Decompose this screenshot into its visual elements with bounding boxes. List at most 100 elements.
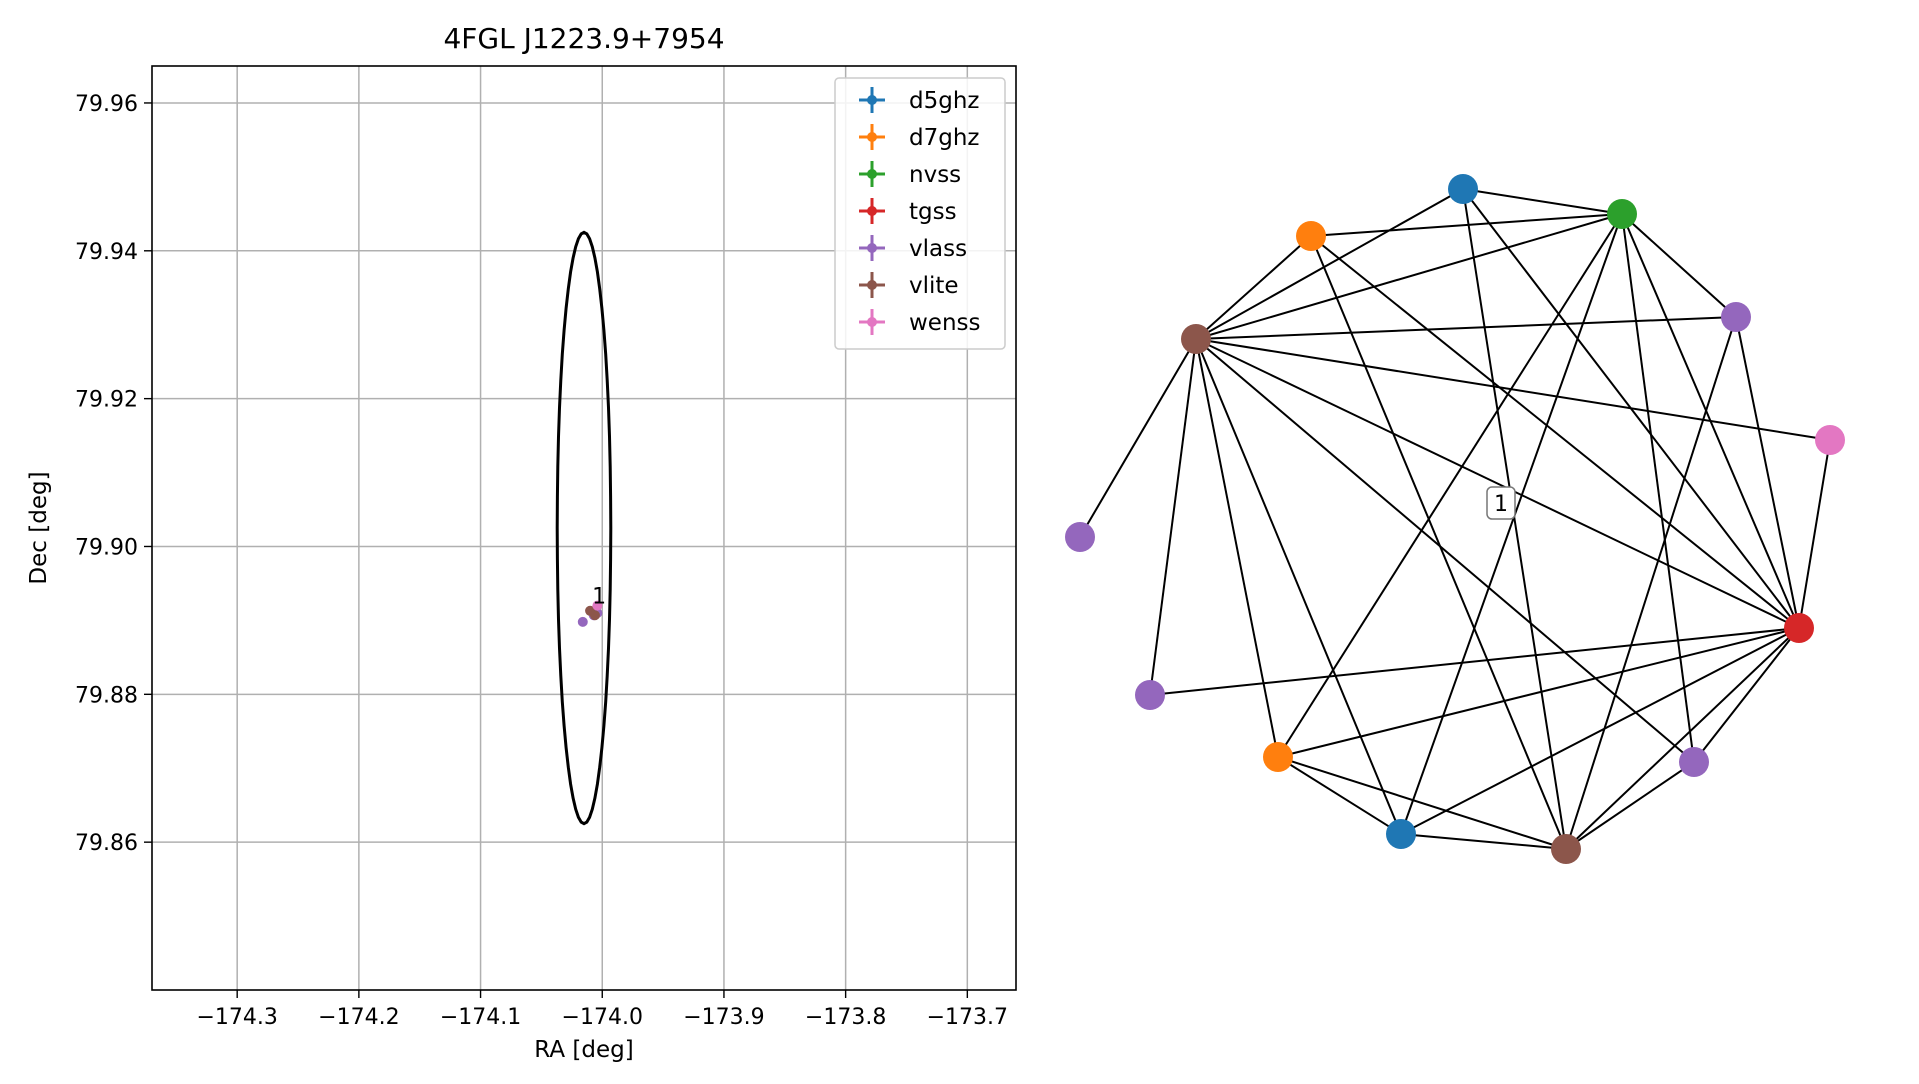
x-tick-label: −174.3 (196, 1005, 277, 1030)
legend-label: vlite (909, 273, 959, 299)
graph-edge (1195, 338, 1831, 441)
graph-edge (1565, 627, 1800, 850)
graph-edge (1310, 235, 1800, 629)
graph-node (1065, 522, 1095, 552)
legend-marker-dot (867, 206, 877, 216)
graph-node (1679, 747, 1709, 777)
localization-circle (555, 230, 613, 826)
graph-edge (1400, 833, 1567, 850)
graph-nodes (1065, 174, 1845, 864)
graph-edge (1195, 316, 1737, 340)
graph-node (1607, 199, 1637, 229)
legend-label: d5ghz (909, 88, 979, 114)
x-axis-ticks: −174.3 −174.2 −174.1 −174.0 −173.9 −173.8 −173… (196, 990, 1008, 1030)
graph-edge (1621, 213, 1737, 318)
legend-entry-vlass: vlass (859, 235, 967, 262)
graph-edge (1195, 338, 1279, 758)
y-tick-label: 79.94 (75, 240, 138, 265)
legend: d5ghz d7ghz nvss tgss vlass vlite wenss (834, 77, 1006, 350)
y-tick-label: 79.90 (75, 535, 138, 560)
graph-edge (1277, 627, 1800, 758)
plot-frame (151, 65, 1017, 991)
graph-edge (1621, 213, 1695, 763)
graph-edge (1195, 235, 1312, 340)
graph-edge (1195, 338, 1402, 835)
x-tick-label: −173.8 (805, 1005, 886, 1030)
x-axis-label: RA [deg] (534, 1037, 633, 1063)
graph-node (1815, 425, 1845, 455)
legend-box (834, 77, 1006, 350)
legend-entry-d7ghz: d7ghz (859, 124, 979, 151)
graph-edge (1310, 235, 1567, 850)
x-tick-label: −173.7 (927, 1005, 1008, 1030)
y-axis-ticks: 79.86 79.88 79.90 79.92 79.94 79.96 (75, 92, 152, 856)
y-tick-label: 79.88 (75, 683, 138, 708)
x-tick-label: −174.2 (318, 1005, 399, 1030)
legend-marker-dot (867, 132, 877, 142)
graph-edge (1195, 188, 1464, 340)
x-tick-label: −174.0 (562, 1005, 643, 1030)
graph-node (1263, 742, 1293, 772)
legend-label: nvss (909, 162, 961, 188)
y-tick-label: 79.92 (75, 388, 138, 413)
graph-label-box (1486, 486, 1516, 520)
point-wenss (592, 600, 603, 611)
network-panel: 1 (1065, 174, 1845, 864)
legend-marker-dot (867, 280, 877, 290)
graph-edge (1079, 338, 1197, 538)
graph-edge (1400, 627, 1800, 835)
legend-marker-dot (867, 95, 877, 105)
legend-entry-nvss: nvss (859, 161, 961, 188)
graph-node (1551, 834, 1581, 864)
graph-edge (1462, 188, 1567, 850)
graph-label-text: 1 (1494, 492, 1508, 517)
graph-node (1448, 174, 1478, 204)
graph-label: 1 (1486, 486, 1516, 520)
graph-edge (1400, 213, 1623, 835)
graph-edge (1277, 756, 1567, 850)
graph-node (1296, 221, 1326, 251)
legend-entry-d5ghz: d5ghz (859, 87, 979, 114)
legend-entry-vlite: vlite (859, 272, 959, 299)
legend-marker-dot (867, 243, 877, 253)
legend-label: vlass (909, 236, 967, 262)
y-axis-label: Dec [deg] (26, 471, 52, 584)
graph-edge (1195, 338, 1800, 629)
legend-entry-tgss: tgss (859, 198, 957, 225)
graph-edge (1735, 316, 1800, 629)
source-annotation: 1 (592, 584, 606, 609)
graph-node (1386, 819, 1416, 849)
legend-marker-dot (867, 317, 877, 327)
legend-marker-dot (867, 169, 877, 179)
graph-node (1135, 680, 1165, 710)
graph-edge (1195, 338, 1695, 763)
legend-entry-wenss: wenss (859, 309, 981, 336)
legend-label: wenss (909, 310, 981, 336)
graph-edge (1277, 756, 1402, 835)
graph-edge (1565, 316, 1737, 850)
graph-edges (1079, 188, 1831, 850)
legend-label: tgss (909, 199, 957, 225)
graph-node (1181, 324, 1211, 354)
graph-edge (1149, 627, 1800, 696)
graph-node (1784, 613, 1814, 643)
graph-edge (1195, 213, 1623, 340)
graph-edge (1310, 213, 1623, 237)
x-tick-label: −174.1 (440, 1005, 521, 1030)
graph-node (1721, 302, 1751, 332)
point-vlass (577, 616, 588, 627)
x-tick-label: −173.9 (683, 1005, 764, 1030)
legend-label: d7ghz (909, 125, 979, 151)
y-tick-label: 79.86 (75, 831, 138, 856)
confidence-ellipse (555, 230, 613, 826)
y-tick-label: 79.96 (75, 92, 138, 117)
graph-edge (1693, 627, 1800, 763)
graph-edge (1149, 338, 1197, 696)
graph-edge (1462, 188, 1623, 215)
graph-edge (1277, 213, 1623, 758)
data-points (577, 600, 603, 627)
scatter-panel: 4FGL J1223.9+7954 1 −174.3 −174.2 −174.1 −1… (26, 22, 1017, 1063)
graph-edge (1565, 761, 1695, 850)
point-vlite (589, 610, 600, 621)
